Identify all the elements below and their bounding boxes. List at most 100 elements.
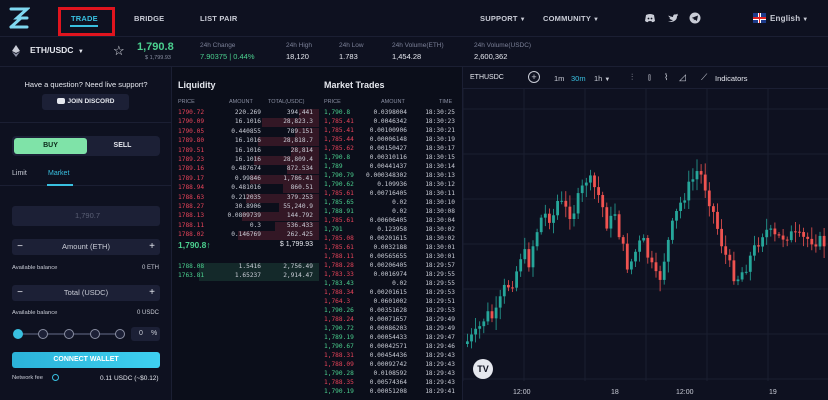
chart-symbol[interactable]: ETHUSDC <box>470 74 504 81</box>
decrement-icon[interactable]: − <box>17 287 23 298</box>
trade-time: 18:30:12 <box>425 181 455 188</box>
ask-total: 28,823.3 <box>283 118 313 126</box>
trade-amount: 0.0016974 <box>373 271 407 278</box>
line-chart-icon[interactable]: ⌇ <box>664 72 669 82</box>
uk-flag-icon[interactable] <box>753 13 766 23</box>
candle-body <box>736 279 740 282</box>
total-input[interactable]: Total (USDC) − + <box>12 285 160 301</box>
candlestick-area[interactable] <box>463 89 828 381</box>
trade-time: 18:29:43 <box>425 352 455 359</box>
percent-input[interactable]: 0 % <box>131 327 160 341</box>
ask-row[interactable]: 1788.94 0.481016 860.51 <box>173 184 319 194</box>
ask-amount: 0.481016 <box>231 184 261 192</box>
decrement-icon[interactable]: − <box>17 241 23 252</box>
slider-step-50[interactable] <box>64 329 74 339</box>
slider-step-75[interactable] <box>90 329 100 339</box>
liquidity-title: Liquidity <box>178 80 216 90</box>
nav-bridge[interactable]: BRIDGE <box>134 14 165 23</box>
connect-wallet-button[interactable]: CONNECT WALLET <box>12 352 160 368</box>
buy-button[interactable]: BUY <box>14 138 87 154</box>
nav-trade[interactable]: TRADE <box>71 14 98 23</box>
trade-time: 18:30:15 <box>425 154 455 161</box>
ask-row[interactable]: 1788.27 30.8906 55,240.9 <box>173 203 319 212</box>
depth-bar <box>262 118 319 128</box>
sell-button[interactable]: SELL <box>113 142 132 149</box>
candle-body <box>703 174 707 191</box>
indicators-icon[interactable]: ⟋ <box>701 72 708 82</box>
ask-row[interactable]: 1788.02 0.146769 262.425 <box>173 231 319 241</box>
trade-price: 1,790.19 <box>324 388 354 395</box>
bid-row[interactable]: 1788.08 1.5416 2,756.49 <box>173 263 319 272</box>
nav-community[interactable]: COMMUNITY ▼ <box>543 0 599 37</box>
ask-row[interactable]: 1790.09 16.1016 28,823.3 <box>173 118 319 128</box>
bar-style-icon[interactable]: ⫶ <box>631 72 634 82</box>
amount-input[interactable]: Amount (ETH) − + <box>12 239 160 255</box>
increment-icon[interactable]: + <box>149 241 155 252</box>
tradingview-logo[interactable]: TV <box>473 359 493 379</box>
tab-market[interactable]: Market <box>48 170 70 177</box>
depth-bar <box>242 212 319 222</box>
candle-body <box>593 175 596 188</box>
increment-icon[interactable]: + <box>149 287 155 298</box>
bid-row[interactable]: 1763.81 1.65237 2,914.47 <box>173 272 319 282</box>
ask-price: 1789.16 <box>178 165 205 173</box>
favorite-star-icon[interactable]: ☆ <box>113 43 125 58</box>
join-discord-button[interactable]: JOIN DISCORD <box>42 94 129 110</box>
interval-1h[interactable]: 1h ▼ <box>594 74 610 83</box>
chevron-down-icon: ▼ <box>77 49 84 55</box>
slider-step-100[interactable] <box>115 329 125 339</box>
ask-price: 1788.13 <box>178 212 205 220</box>
trade-price: 1,790.67 <box>324 343 354 350</box>
ask-row[interactable]: 1789.17 0.99846 1,786.41 <box>173 174 319 184</box>
ask-amount: 0.146769 <box>231 231 261 239</box>
trade-amount: 0.109936 <box>377 181 407 188</box>
tab-limit[interactable]: Limit <box>12 170 27 177</box>
twitter-icon[interactable] <box>667 12 679 24</box>
ask-row[interactable]: 1789.51 16.1016 28,814 <box>173 146 319 156</box>
trade-amount: 0.00201615 <box>369 289 407 296</box>
indicators-button[interactable]: Indicators <box>715 74 748 83</box>
trade-time: 18:29:51 <box>425 298 455 305</box>
ask-row[interactable]: 1788.11 0.3 536.433 <box>173 221 319 231</box>
discord-icon[interactable] <box>644 12 656 24</box>
col-header-price: PRICE <box>324 99 341 105</box>
trade-amount: 0.00310116 <box>369 154 407 161</box>
slider-knob[interactable] <box>13 329 23 339</box>
order-panel: Have a question? Need live support? JOIN… <box>0 67 172 400</box>
stat-label-change: 24h Change <box>200 42 236 49</box>
x-axis-label: 12:00 <box>513 389 531 396</box>
pair-selector[interactable]: ETH/USDC ▼ <box>30 45 84 55</box>
add-symbol-icon[interactable]: + <box>528 71 540 83</box>
nav-support[interactable]: SUPPORT ▼ <box>480 0 526 37</box>
trade-row: 1,783.43 0.02 18:29:55 <box>319 280 459 289</box>
candle-body <box>732 260 736 282</box>
price-input[interactable]: 1,790.7 <box>12 206 160 226</box>
slider-step-25[interactable] <box>38 329 48 339</box>
trade-price: 1,790.72 <box>324 325 354 332</box>
interval-1m[interactable]: 1m <box>554 74 565 83</box>
language-select[interactable]: English ▼ <box>770 0 808 37</box>
ask-row[interactable]: 1790.05 0.440855 789.151 <box>173 127 319 137</box>
nav-list-pair[interactable]: LIST PAIR <box>200 14 238 23</box>
candles-icon[interactable]: ⫾ <box>648 72 651 82</box>
ask-row[interactable]: 1788.63 0.212035 379.253 <box>173 193 319 203</box>
ask-row[interactable]: 1789.80 16.1016 28,818.7 <box>173 137 319 147</box>
info-icon[interactable] <box>52 374 59 381</box>
ask-row[interactable]: 1790.72 220.269 394,441 <box>173 109 319 118</box>
trade-time: 18:30:02 <box>425 235 455 242</box>
candle-body <box>584 182 588 186</box>
ask-row[interactable]: 1789.16 0.487674 872.534 <box>173 165 319 175</box>
trade-time: 18:29:43 <box>425 370 455 377</box>
ask-row[interactable]: 1788.13 0.0809739 144.792 <box>173 212 319 222</box>
candle-body <box>769 228 773 230</box>
telegram-icon[interactable] <box>689 12 701 24</box>
interval-30m[interactable]: 30m <box>571 74 586 83</box>
trade-row: 1,789 0.00441437 18:30:14 <box>319 163 459 172</box>
candle-body <box>523 249 527 260</box>
logo-icon[interactable] <box>8 6 30 30</box>
ask-row[interactable]: 1789.23 16.1016 28,809.4 <box>173 156 319 165</box>
top-nav: TRADE BRIDGE LIST PAIR SUPPORT ▼ COMMUNIT… <box>0 0 828 37</box>
area-chart-icon[interactable]: ◿ <box>679 72 686 82</box>
price-chart[interactable]: ETHUSDC + 1m 30m 1h ▼ ⫶ ⫾ ⌇ ◿ ⟋ Indicator… <box>462 67 828 400</box>
trade-amount: 0.00051208 <box>369 388 407 395</box>
